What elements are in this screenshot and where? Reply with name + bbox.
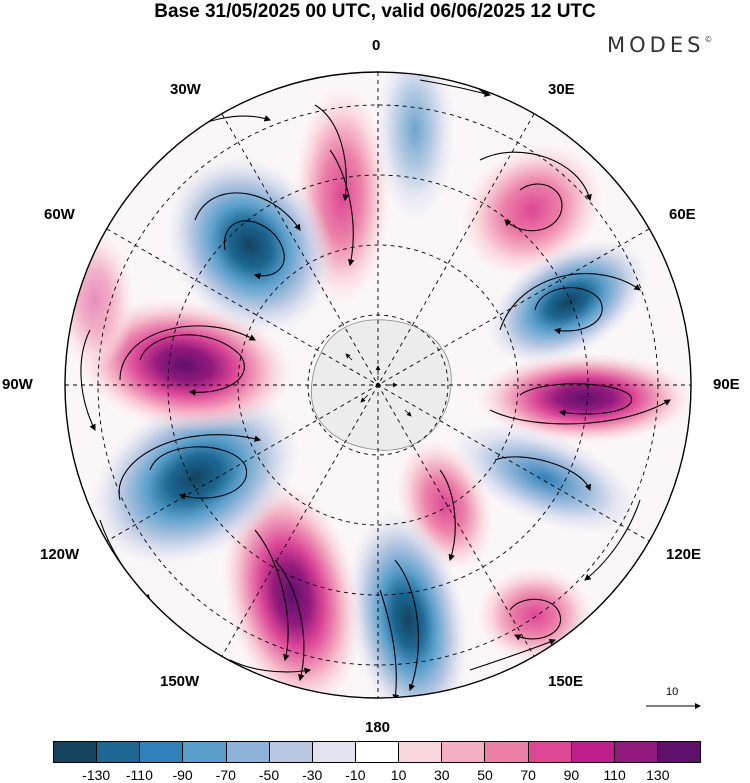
colorbar-cell <box>570 742 614 762</box>
lon-label-120e: 120E <box>666 546 702 563</box>
colorbar-tick-label: -30 <box>302 767 323 783</box>
polar-map <box>64 71 701 709</box>
colorbar-tick-label: -70 <box>215 767 236 783</box>
colorbar-cell <box>656 742 701 762</box>
colorbar-tick-label: -130 <box>82 767 111 783</box>
colorbar-cell <box>311 742 355 762</box>
lon-label-30w: 30W <box>170 81 201 98</box>
colorbar-cell <box>613 742 657 762</box>
colorbar-tick-label: 30 <box>434 767 450 783</box>
colorbar-tick-label: -50 <box>258 767 280 783</box>
colorbar-cell <box>225 742 269 762</box>
colorbar-cell <box>354 742 399 762</box>
lon-label-60w: 60W <box>44 206 75 223</box>
colorbar-tick-label: 10 <box>390 767 407 783</box>
colorbar-cell <box>54 742 97 762</box>
colorbar-cell <box>441 742 485 762</box>
colorbar-cell <box>527 742 571 762</box>
anomaly-positive <box>221 478 363 698</box>
anomaly-positive <box>461 143 603 277</box>
map-title: Base 31/05/2025 00 UTC, valid 06/06/2025… <box>154 1 596 22</box>
lon-label-0: 0 <box>372 37 381 54</box>
colorbar-cell <box>268 742 312 762</box>
colorbar-tick-label: 90 <box>563 767 580 783</box>
colorbar-tick-label: 130 <box>646 767 670 783</box>
lon-label-150w: 150W <box>160 673 200 690</box>
anomaly-negative <box>452 423 638 533</box>
lon-label-150e: 150E <box>548 673 584 690</box>
colorbar-tick-label: -10 <box>345 767 366 783</box>
colorbar-tick-label: -110 <box>125 767 153 783</box>
modes-logo: MODES© <box>607 33 712 57</box>
lon-label-120w: 120W <box>40 546 80 563</box>
pole-wind-arrows <box>345 353 412 417</box>
colorbar-cell <box>398 742 442 762</box>
colorbar-tick-label: 70 <box>520 767 536 783</box>
colorbar <box>53 741 701 763</box>
lon-label-180: 180 <box>365 719 391 736</box>
lon-label-90w: 90W <box>2 376 33 393</box>
colorbar-cell <box>139 742 183 762</box>
anomaly-positive <box>477 567 593 663</box>
colorbar-tick-label: 50 <box>477 767 493 783</box>
lon-label-90e: 90E <box>713 376 740 393</box>
anomaly-negative <box>487 239 649 365</box>
antarctica-landmass <box>310 319 452 451</box>
colorbar-cell <box>484 742 528 762</box>
colorbar-cell <box>182 742 226 762</box>
anomaly-negative <box>375 72 455 220</box>
south-pole-marker <box>375 382 381 388</box>
vector-scale-label: 10 <box>666 686 679 698</box>
colorbar-tick-label: 110 <box>603 767 626 783</box>
logo-text: MODES <box>607 33 705 57</box>
lon-label-30e: 30E <box>548 81 575 98</box>
anomaly-negative <box>166 155 334 335</box>
colorbar-cell <box>96 742 140 762</box>
anomaly-field <box>65 72 691 698</box>
anomaly-negative <box>90 390 300 566</box>
logo-copyright: © <box>704 35 713 44</box>
colorbar-tick-label: -90 <box>172 767 193 783</box>
map-boundary <box>64 71 692 699</box>
lon-label-60e: 60E <box>669 206 696 223</box>
